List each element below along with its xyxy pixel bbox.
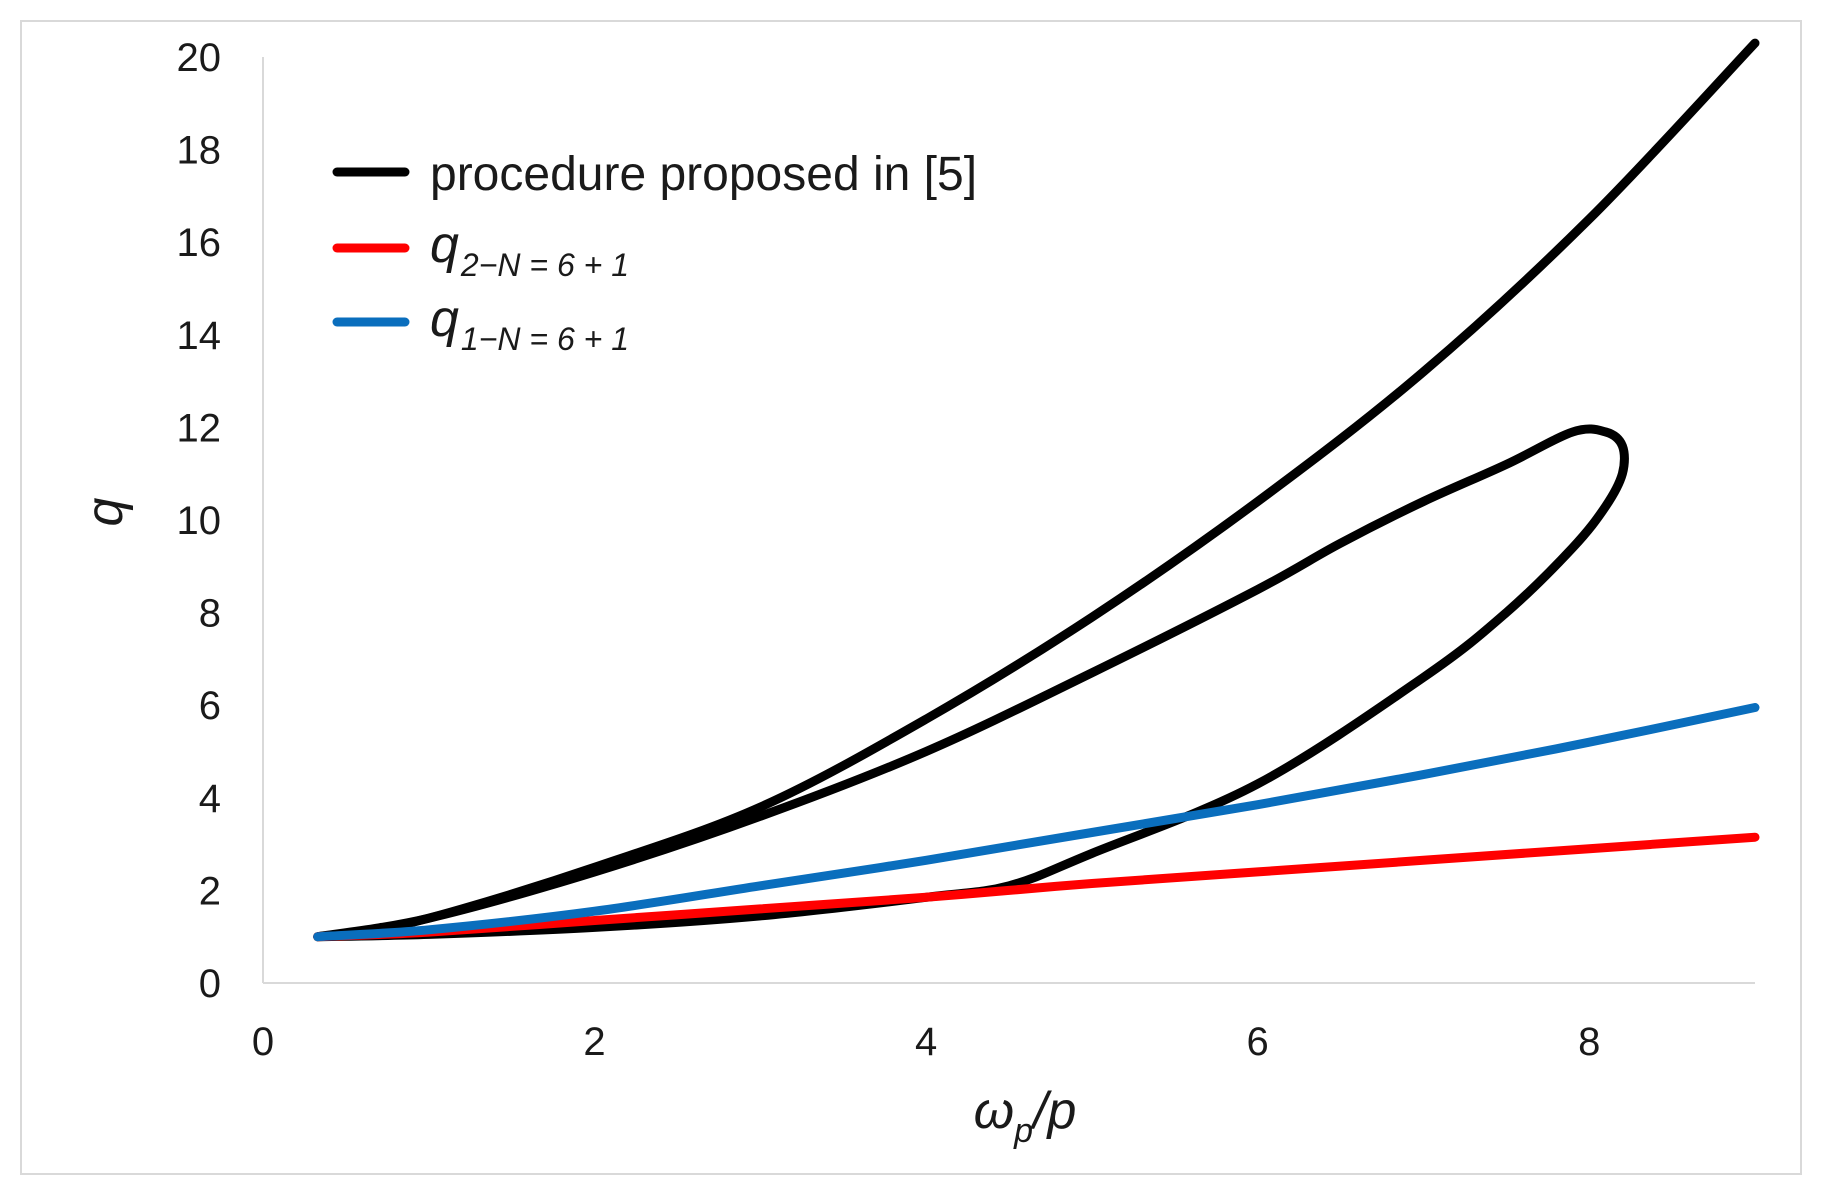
legend-label-q2: q2−N = 6 + 1 [430, 216, 629, 283]
x-axis-title-main: ω [974, 1082, 1015, 1140]
x-tick-label: 8 [1578, 1020, 1600, 1064]
y-tick-label: 20 [177, 36, 222, 80]
y-axis-title: q [76, 497, 134, 526]
legend-label-procedure: procedure proposed in [5] [430, 148, 977, 201]
legend-label-q2-main: q [430, 216, 459, 274]
x-tick-label: 4 [915, 1020, 937, 1064]
tick-labels: 0 2 4 6 8 10 12 14 16 18 20 0 2 4 6 8 [177, 36, 1601, 1064]
series-q2-line [313, 832, 1760, 942]
legend-label-q1-sub: 1−N = 6 + 1 [461, 321, 629, 357]
legend-label-q1-main: q [430, 290, 459, 348]
x-tick-label: 6 [1247, 1020, 1269, 1064]
series-lines [313, 38, 1760, 942]
x-tick-label: 2 [583, 1020, 605, 1064]
x-tick-label: 0 [252, 1020, 274, 1064]
y-tick-label: 0 [199, 962, 221, 1006]
y-tick-label: 14 [177, 314, 222, 358]
legend: procedure proposed in [5] q2−N = 6 + 1 q… [332, 148, 977, 357]
legend-label-q1: q1−N = 6 + 1 [430, 290, 629, 357]
y-tick-label: 18 [177, 129, 222, 173]
y-tick-label: 16 [177, 221, 222, 265]
x-axis-title: ωp/p [974, 1082, 1077, 1150]
y-tick-label: 12 [177, 406, 222, 450]
y-tick-label: 4 [199, 777, 221, 821]
y-tick-label: 6 [199, 684, 221, 728]
series-q1-line [313, 703, 1760, 942]
y-tick-label: 10 [177, 499, 222, 543]
x-axis-title-tail: /p [1030, 1082, 1076, 1140]
axes [262, 57, 1755, 984]
y-tick-label: 2 [199, 869, 221, 913]
legend-label-q2-sub: 2−N = 6 + 1 [460, 247, 629, 283]
x-axis-title-sub: p [1013, 1112, 1033, 1150]
y-tick-label: 8 [199, 592, 221, 636]
